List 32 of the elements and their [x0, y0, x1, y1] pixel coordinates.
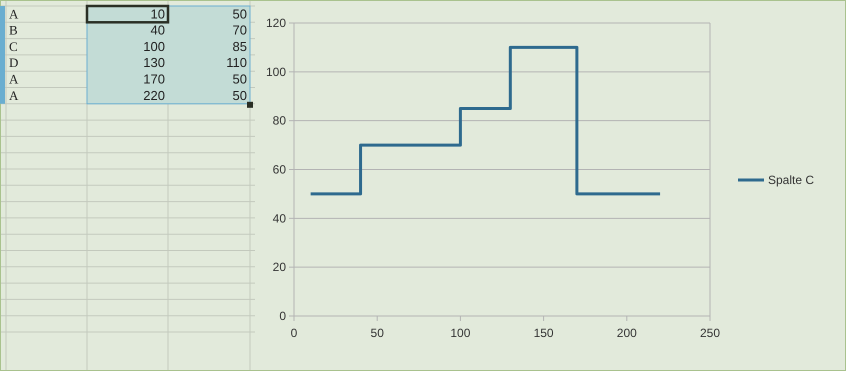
text: 50	[232, 88, 247, 103]
y-tick-label: 20	[272, 260, 286, 274]
text: 85	[232, 38, 247, 54]
text: 220	[143, 88, 165, 103]
x-tick-label: 100	[450, 326, 471, 340]
text: 100	[143, 38, 165, 54]
y-tick-label: 40	[272, 211, 286, 226]
x-tick-label: 50	[370, 326, 384, 340]
y-tick-label: 80	[272, 114, 286, 128]
x-tick-label: 200	[616, 326, 638, 340]
text: A	[9, 72, 19, 86]
x-tick-label: 250	[700, 326, 720, 340]
text: B	[9, 22, 18, 38]
text: 70	[232, 22, 247, 38]
y-tick-label: 60	[272, 162, 286, 176]
text: C	[9, 38, 18, 54]
text: 40	[150, 22, 165, 38]
y-tick-label: 100	[266, 64, 286, 79]
text: D	[9, 55, 18, 70]
text: 130	[143, 55, 165, 70]
text: 50	[232, 72, 247, 86]
text: 170	[143, 72, 165, 86]
text: 110	[226, 55, 247, 70]
y-tick-label: 120	[266, 16, 286, 30]
legend-label: Spalte C	[768, 173, 814, 187]
text: 50	[232, 6, 247, 22]
y-tick-label: 0	[279, 309, 286, 323]
text: A	[9, 88, 19, 103]
x-tick-label: 0	[290, 326, 298, 340]
text: 10	[150, 6, 165, 22]
text: A	[9, 6, 19, 22]
x-tick-label: 150	[534, 326, 554, 340]
